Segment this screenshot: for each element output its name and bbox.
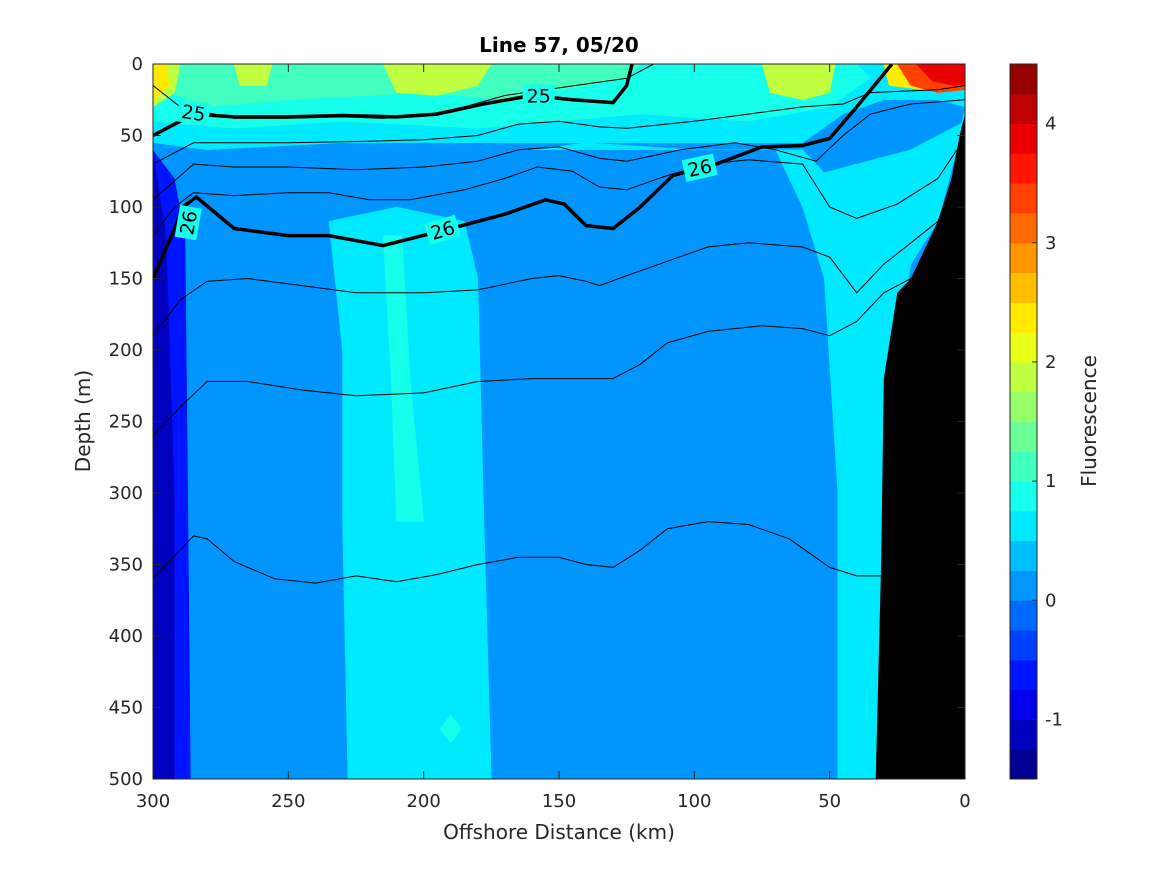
y-tick-label-6: 300 [109,483,143,504]
colorbar-frame [1009,63,1038,780]
contour-line-26 [153,64,894,280]
colorbar-band-10 [1010,451,1037,482]
fluorescence-field [153,64,965,779]
contour-line-4 [153,99,965,201]
contour-label-4: 26 [681,153,718,182]
colorbar-band-16 [1010,272,1037,303]
colorbar-band-18 [1010,212,1037,244]
y-axis-label: Depth (m) [71,370,95,472]
contour-line-7 [153,278,912,437]
x-axis-ticks: 300 250 200 150 100 50 0 [136,64,971,812]
x-tick-label-2: 200 [406,791,440,812]
colorbar-tick-label-0: -1 [1045,709,1063,730]
colorbar-band-2 [1010,689,1037,720]
colorbar-band-12 [1010,391,1037,422]
colorbar-band-8 [1010,510,1037,542]
colorbar-tick-label-3: 2 [1045,352,1056,373]
x-tick-label-1: 250 [271,791,305,812]
y-tick-label-4: 200 [109,340,143,361]
contour-label-3: 26 [424,214,462,246]
field-region-14 [153,64,170,101]
y-tick-label-9: 450 [109,698,143,719]
colorbar-band-21 [1010,123,1037,154]
colorbar-bands [1010,64,1037,780]
colorbar-band-23 [1010,64,1037,95]
colorbar-band-0 [1010,749,1037,780]
colorbar-band-14 [1010,332,1037,363]
contour-line-8 [153,521,882,584]
colorbar-band-13 [1010,361,1037,393]
y-tick-label-10: 500 [109,769,143,790]
y-tick-label-5: 250 [109,412,143,433]
contour-label-text-1: 25 [527,86,551,108]
contour-label-text-4: 26 [686,155,714,182]
density-contours [153,64,965,584]
y-tick-label-2: 100 [109,197,143,218]
colorbar-tick-label-1: 0 [1045,590,1056,611]
contour-label-text-0: 25 [180,101,207,126]
x-tick-label-3: 150 [542,791,576,812]
contour-labels: 25 25 26 26 26 [174,84,718,246]
land-mask [875,114,965,779]
field-region-13 [761,64,836,101]
colorbar-ticks: -1 0 1 2 3 4 [1032,114,1063,730]
colorbar-band-19 [1010,183,1037,214]
colorbar-tick-label-2: 1 [1045,471,1056,492]
contour-label-0: 25 [176,99,212,126]
colorbar-band-3 [1010,659,1037,691]
field-region-6 [439,714,462,744]
colorbar-band-17 [1010,242,1037,274]
colorbar: -1 0 1 2 3 4 Fluorescence [1009,63,1101,780]
field-region-10 [382,64,492,96]
contour-line-5 [153,149,958,236]
colorbar-band-7 [1010,540,1037,571]
colorbar-tick-label-4: 3 [1045,233,1056,254]
colorbar-band-4 [1010,630,1037,661]
colorbar-band-20 [1010,153,1037,184]
y-tick-label-0: 0 [132,54,143,75]
y-tick-label-3: 150 [109,269,143,290]
colorbar-band-15 [1010,302,1037,333]
y-tick-label-7: 350 [109,555,143,576]
colorbar-band-11 [1010,421,1037,452]
y-tick-label-1: 50 [120,126,143,147]
colorbar-band-5 [1010,600,1037,631]
contour-line-25 [153,64,634,138]
field-region-5 [382,235,424,522]
contour-label-1: 25 [522,84,555,108]
y-axis-ticks: 0 50 100 150 200 250 300 350 400 450 500 [109,54,965,790]
x-tick-label-6: 0 [959,791,970,812]
land-shape [875,114,965,779]
contour-line-3 [153,85,965,165]
chart-title: Line 57, 05/20 [479,33,639,57]
field-region-12 [233,64,273,86]
colorbar-band-6 [1010,570,1037,601]
x-tick-label-4: 100 [677,791,711,812]
x-axis-label: Offshore Distance (km) [443,820,675,844]
contour-label-2: 26 [174,205,202,241]
colorbar-band-22 [1010,93,1037,125]
x-tick-label-5: 50 [818,791,841,812]
colorbar-tick-label-5: 4 [1045,114,1056,135]
x-tick-label-0: 300 [136,791,170,812]
contour-line-6 [153,178,958,337]
colorbar-band-9 [1010,481,1037,512]
y-tick-label-8: 400 [109,626,143,647]
colorbar-label: Fluorescence [1077,355,1101,487]
field-region-2 [153,149,912,779]
colorbar-band-1 [1010,719,1037,750]
contour-line-2 [153,64,654,119]
contour-label-text-2: 26 [176,209,202,237]
field-region-17 [915,64,965,86]
